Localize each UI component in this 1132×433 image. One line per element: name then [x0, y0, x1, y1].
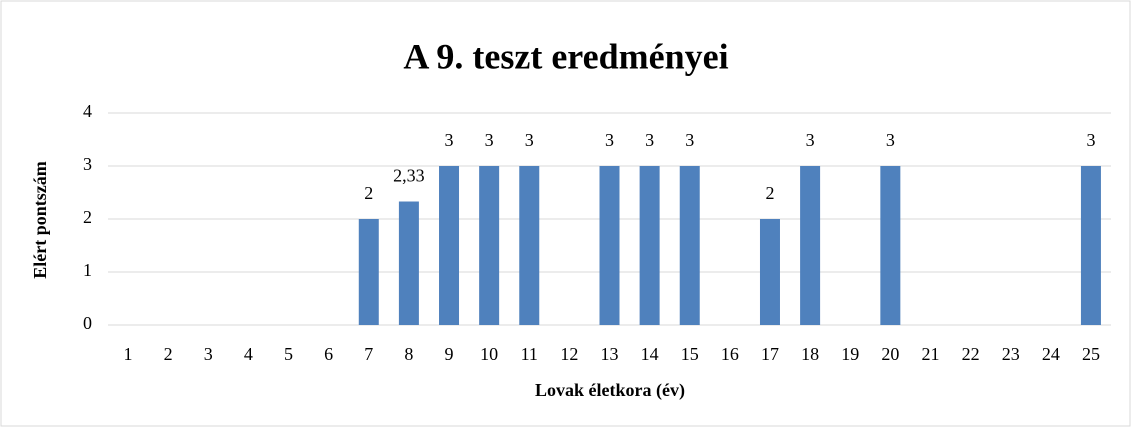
- y-tick-label: 0: [83, 313, 92, 333]
- x-tick-label: 10: [480, 344, 498, 364]
- bar: [398, 201, 419, 325]
- bar: [759, 219, 780, 325]
- data-label: 3: [806, 130, 815, 150]
- x-tick-label: 25: [1082, 344, 1100, 364]
- data-label: 2,33: [393, 166, 425, 186]
- bar: [880, 166, 901, 325]
- x-tick-label: 17: [761, 344, 779, 364]
- x-tick-label: 16: [721, 344, 739, 364]
- bar: [519, 166, 540, 325]
- bar: [479, 166, 500, 325]
- x-tick-label: 2: [164, 344, 173, 364]
- x-tick-label: 5: [284, 344, 293, 364]
- data-label: 3: [685, 130, 694, 150]
- data-label: 3: [645, 130, 654, 150]
- data-label: 3: [445, 130, 454, 150]
- data-label: 3: [1086, 130, 1095, 150]
- x-tick-label: 22: [962, 344, 980, 364]
- bar: [358, 219, 379, 325]
- x-tick-label: 15: [681, 344, 699, 364]
- x-tick-label: 3: [204, 344, 213, 364]
- x-tick-label: 21: [921, 344, 939, 364]
- x-tick-label: 19: [841, 344, 859, 364]
- x-tick-label: 12: [560, 344, 578, 364]
- x-tick-label: 9: [445, 344, 454, 364]
- x-tick-label: 13: [601, 344, 619, 364]
- data-label: 3: [605, 130, 614, 150]
- data-label: 3: [525, 130, 534, 150]
- chart-title: A 9. teszt eredményei: [403, 36, 728, 76]
- bar: [679, 166, 700, 325]
- x-axis-title: Lovak életkora (év): [535, 380, 685, 401]
- x-tick-label: 20: [881, 344, 899, 364]
- y-tick-label: 2: [83, 207, 92, 227]
- x-tick-label: 8: [404, 344, 413, 364]
- x-tick-label: 24: [1042, 344, 1060, 364]
- x-tick-label: 11: [521, 344, 538, 364]
- data-label: 2: [765, 183, 774, 203]
- x-tick-label: 14: [641, 344, 659, 364]
- data-label: 2: [364, 183, 373, 203]
- data-label: 3: [485, 130, 494, 150]
- y-tick-label: 1: [83, 260, 92, 280]
- bar: [1080, 166, 1101, 325]
- x-tick-label: 23: [1002, 344, 1020, 364]
- bar: [599, 166, 620, 325]
- y-tick-label: 4: [83, 101, 92, 121]
- data-label: 3: [886, 130, 895, 150]
- x-tick-label: 6: [324, 344, 333, 364]
- x-tick-label: 4: [244, 344, 253, 364]
- x-tick-label: 7: [364, 344, 373, 364]
- x-tick-label: 18: [801, 344, 819, 364]
- x-tick-label: 1: [124, 344, 133, 364]
- bar: [800, 166, 821, 325]
- bar: [439, 166, 460, 325]
- y-tick-label: 3: [83, 154, 92, 174]
- bar: [639, 166, 660, 325]
- y-axis-title: Elért pontszám: [30, 161, 50, 278]
